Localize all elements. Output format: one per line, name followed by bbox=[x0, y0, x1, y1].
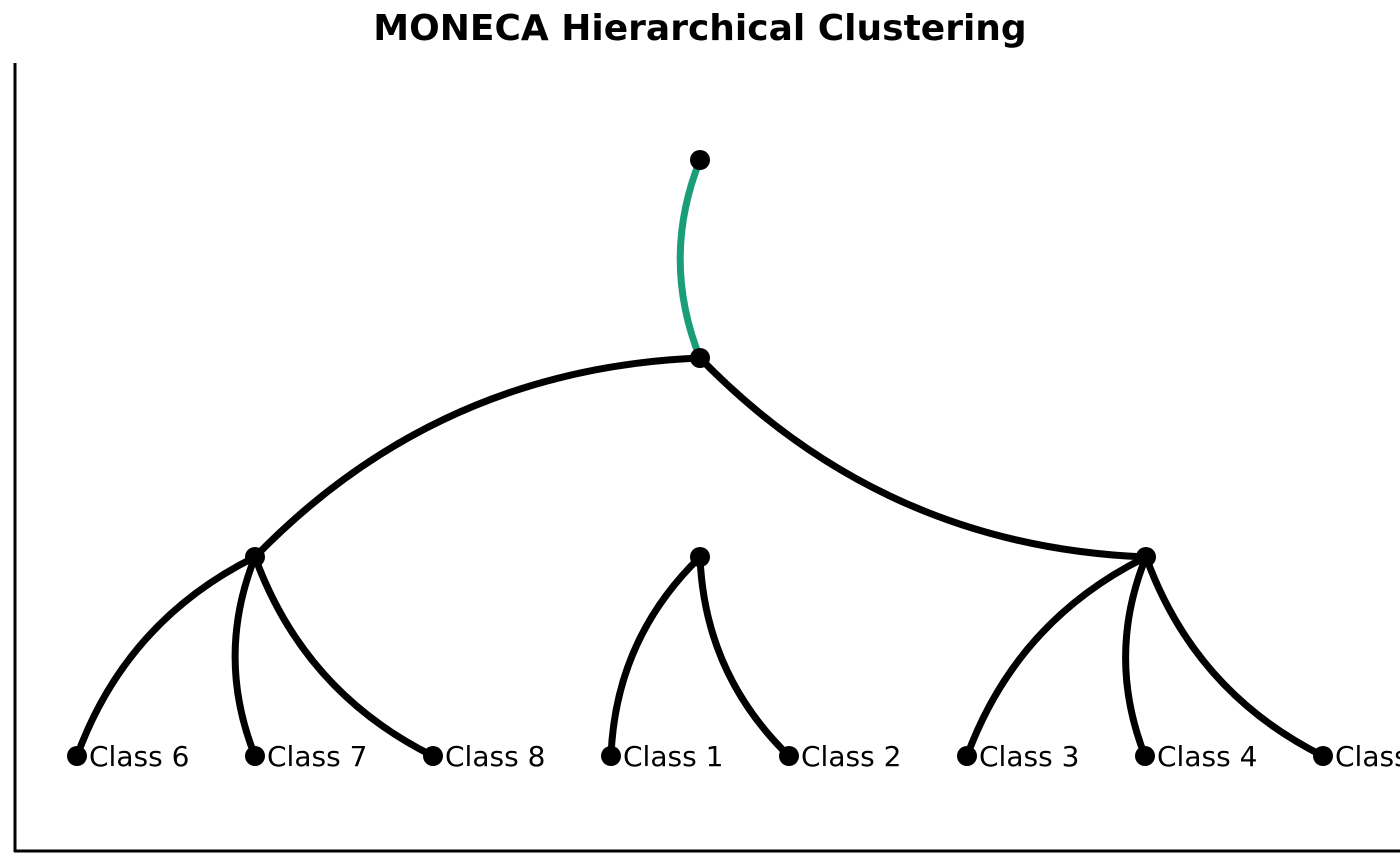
edge-B-c1 bbox=[607, 553, 704, 760]
edge-A-c6 bbox=[73, 553, 259, 760]
chart-title: MONECA Hierarchical Clustering bbox=[373, 8, 1027, 49]
node-L2 bbox=[690, 348, 710, 368]
node-C bbox=[1136, 547, 1156, 567]
leaf-label-c1: Class 1 bbox=[623, 740, 723, 773]
edge-L2-C bbox=[696, 354, 1150, 561]
node-c7 bbox=[245, 746, 265, 766]
edge-C-c4 bbox=[1122, 553, 1150, 760]
edge-L2-A bbox=[251, 354, 704, 561]
node-root bbox=[690, 150, 710, 170]
edge-B-c2 bbox=[696, 553, 793, 760]
node-c2 bbox=[779, 746, 799, 766]
leaf-label-c6: Class 6 bbox=[89, 740, 189, 773]
edge-C-c3 bbox=[963, 553, 1150, 760]
node-c8 bbox=[423, 746, 443, 766]
node-c6 bbox=[67, 746, 87, 766]
leaf-label-c2: Class 2 bbox=[801, 740, 901, 773]
edge-A-c8 bbox=[251, 553, 437, 760]
leaf-label-c7: Class 7 bbox=[267, 740, 367, 773]
node-A bbox=[245, 547, 265, 567]
leaf-label-c4: Class 4 bbox=[1157, 740, 1257, 773]
node-B bbox=[690, 547, 710, 567]
node-c5 bbox=[1313, 746, 1333, 766]
leaf-label-c8: Class 8 bbox=[445, 740, 545, 773]
node-c3 bbox=[957, 746, 977, 766]
node-c1 bbox=[601, 746, 621, 766]
edge-root-L2 bbox=[676, 156, 704, 362]
node-c4 bbox=[1135, 746, 1155, 766]
leaf-label-c5: Class 5 bbox=[1335, 740, 1400, 773]
edge-C-c5 bbox=[1142, 553, 1327, 760]
leaf-label-c3: Class 3 bbox=[979, 740, 1079, 773]
edge-A-c7 bbox=[231, 553, 259, 760]
